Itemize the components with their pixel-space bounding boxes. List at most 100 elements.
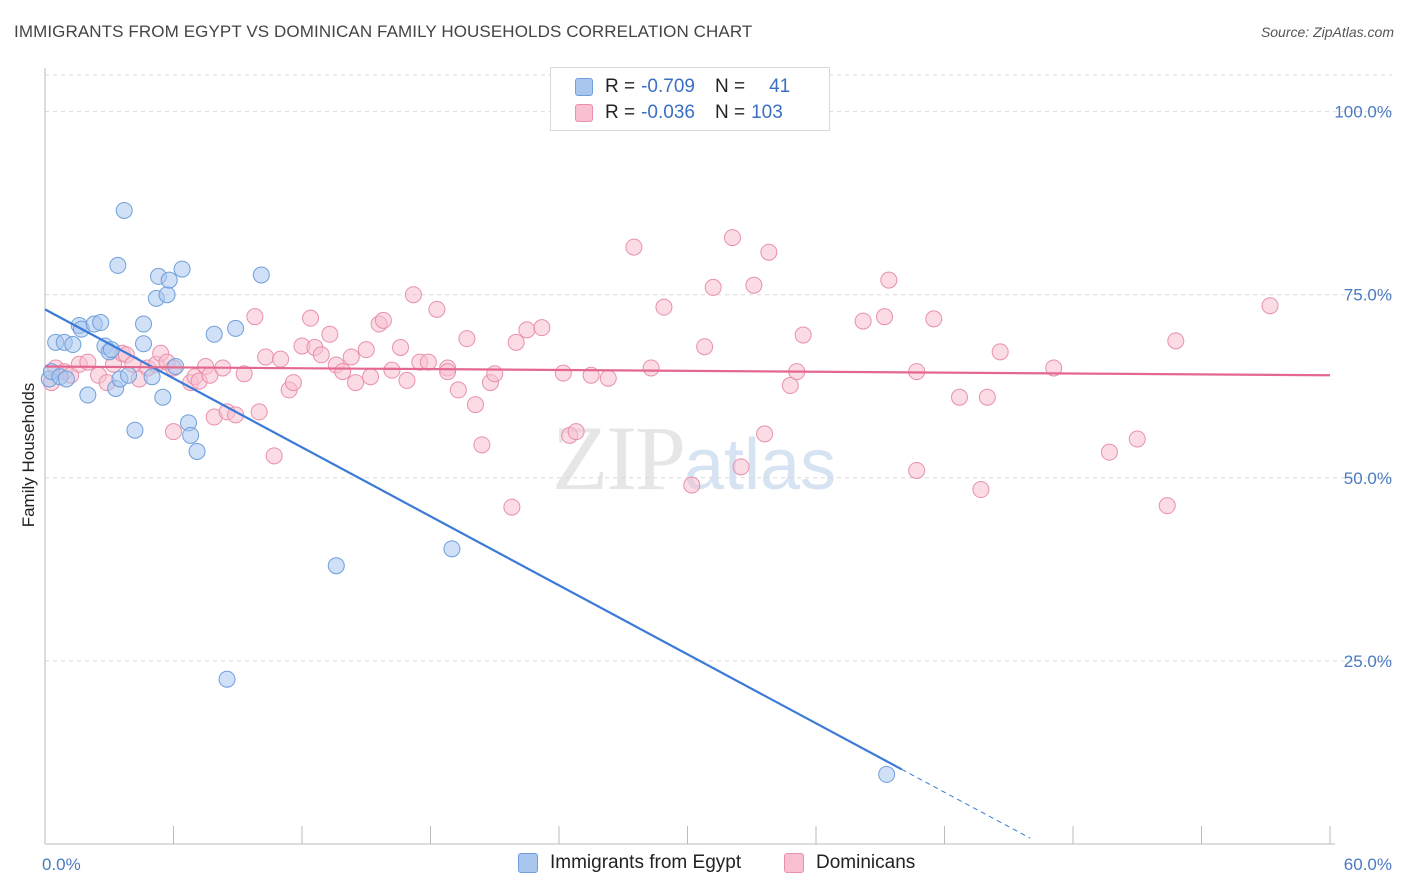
- data-point: [794, 326, 812, 344]
- data-point: [252, 266, 270, 284]
- data-point: [115, 201, 133, 219]
- data-point: [392, 338, 410, 356]
- legend-label-egypt: Immigrants from Egypt: [550, 852, 742, 873]
- data-point: [599, 369, 617, 387]
- y-tick-label: 75.0%: [1344, 286, 1392, 305]
- data-point: [374, 311, 392, 329]
- legend-item-dominicans[interactable]: Dominicans: [784, 852, 915, 874]
- data-point: [135, 315, 153, 333]
- y-tick-label: 25.0%: [1344, 652, 1392, 671]
- legend-n-value: 41: [769, 76, 791, 97]
- data-point: [92, 314, 110, 332]
- trend-line-dominicans: [44, 365, 1331, 377]
- legend-label-dominicans: Dominicans: [816, 852, 916, 873]
- data-point: [109, 256, 127, 274]
- data-point: [135, 335, 153, 353]
- data-point: [154, 388, 172, 406]
- data-point: [625, 238, 643, 256]
- data-point: [321, 325, 339, 343]
- data-point: [362, 368, 380, 386]
- data-point: [449, 381, 467, 399]
- y-tick-label: 100.0%: [1334, 103, 1392, 122]
- chart-title: IMMIGRANTS FROM EGYPT VS DOMINICAN FAMIL…: [14, 22, 753, 41]
- data-point: [347, 374, 365, 392]
- data-point: [683, 476, 701, 494]
- data-point: [486, 365, 504, 383]
- legend-n-label: N =: [714, 102, 746, 123]
- data-point: [173, 260, 191, 278]
- data-point: [1158, 497, 1176, 515]
- source-credit: Source: ZipAtlas.com: [1260, 24, 1394, 40]
- data-point: [732, 458, 750, 476]
- data-point: [383, 361, 401, 379]
- data-point: [760, 243, 778, 261]
- data-point: [518, 321, 536, 339]
- data-point: [991, 343, 1009, 361]
- data-point: [205, 325, 223, 343]
- legend-swatch-dominicans: [575, 104, 593, 122]
- data-point: [503, 498, 521, 516]
- data-point: [235, 365, 253, 383]
- data-point: [1167, 332, 1185, 350]
- axis-labels: 25.0% 50.0% 75.0% 100.0% 0.0% 60.0% Family Hou…: [19, 103, 1392, 874]
- data-point: [398, 371, 416, 389]
- data-point: [655, 298, 673, 316]
- data-point: [1128, 430, 1146, 448]
- data-point: [723, 229, 741, 247]
- axes: [44, 68, 1335, 845]
- x-tick-label-max: 60.0%: [1344, 855, 1392, 874]
- data-point: [978, 388, 996, 406]
- data-point: [1100, 443, 1118, 461]
- legend-r-value: -0.709: [641, 76, 695, 97]
- data-point: [182, 426, 200, 444]
- data-point: [567, 423, 585, 441]
- series-immigrants-from-egypt: [40, 201, 896, 783]
- data-point: [218, 670, 236, 688]
- legend-n-label: N =: [714, 76, 746, 97]
- data-point: [357, 341, 375, 359]
- legend-r-label: R =: [605, 76, 636, 97]
- series-legend: Immigrants from Egypt Dominicans: [0, 852, 1406, 878]
- data-point: [507, 333, 525, 351]
- data-point: [284, 374, 302, 392]
- data-point: [950, 388, 968, 406]
- legend-item-egypt[interactable]: Immigrants from Egypt: [518, 852, 741, 874]
- legend-swatch-egypt: [575, 78, 593, 96]
- y-axis-label: Family Households: [19, 383, 38, 528]
- data-point: [342, 348, 360, 366]
- data-point: [533, 319, 551, 337]
- data-point: [878, 765, 896, 783]
- watermark: ZIPatlas: [552, 405, 836, 511]
- data-point: [458, 330, 476, 348]
- legend-row-dominicans: R = -0.036 N = 103: [575, 101, 783, 125]
- trend-line-egypt-extension: [901, 768, 1031, 839]
- data-point: [227, 319, 245, 337]
- legend-swatch-egypt: [518, 853, 538, 873]
- data-point: [79, 386, 97, 404]
- y-tick-label: 50.0%: [1344, 469, 1392, 488]
- legend-r-label: R =: [605, 102, 636, 123]
- data-point: [781, 377, 799, 395]
- x-tick-label-min: 0.0%: [42, 855, 81, 874]
- data-point: [925, 310, 943, 328]
- data-point: [554, 364, 572, 382]
- data-point: [972, 481, 990, 499]
- legend-n-value: 103: [751, 102, 783, 123]
- data-point: [272, 350, 290, 368]
- data-point: [57, 370, 75, 388]
- data-point: [302, 309, 320, 327]
- legend-row-egypt: R = -0.709 N = 41: [575, 75, 790, 99]
- data-point: [419, 353, 437, 371]
- data-point: [428, 300, 446, 318]
- data-point: [1261, 297, 1279, 315]
- data-point: [443, 540, 461, 558]
- data-point: [704, 278, 722, 296]
- data-point: [696, 338, 714, 356]
- legend-r-value: -0.036: [641, 102, 695, 123]
- data-point: [126, 421, 144, 439]
- data-point: [250, 403, 268, 421]
- data-point: [756, 425, 774, 443]
- data-point: [265, 447, 283, 465]
- data-point: [880, 271, 898, 289]
